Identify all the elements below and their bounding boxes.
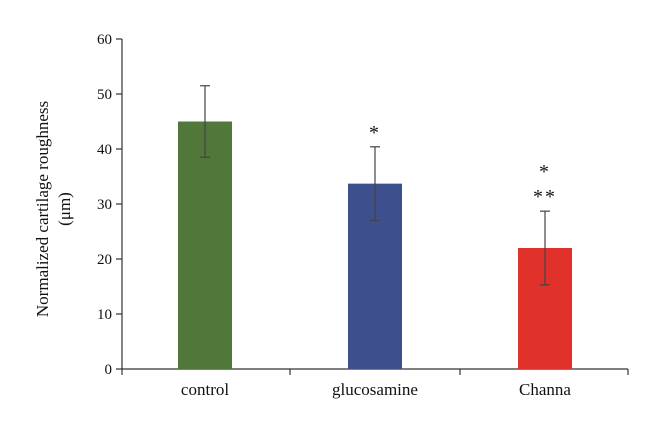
y-axis-title: Normalized cartilage roughness (μm) xyxy=(33,101,74,317)
y-tick-label: 40 xyxy=(97,142,112,158)
y-tick-label: 20 xyxy=(97,252,112,268)
y-tick-label: 50 xyxy=(97,87,112,103)
category-label: Channa xyxy=(519,380,571,399)
category-label: control xyxy=(181,380,229,399)
y-tick-label: 10 xyxy=(97,307,112,323)
bar-control xyxy=(178,121,232,369)
significance-marker: * xyxy=(369,122,381,144)
y-axis-title-line1: Normalized cartilage roughness xyxy=(33,101,52,317)
category-label: glucosamine xyxy=(332,380,418,399)
significance-marker: * xyxy=(539,161,551,183)
y-tick-label: 60 xyxy=(97,32,112,48)
y-tick-label: 30 xyxy=(97,197,112,213)
significance-marker: ** xyxy=(533,186,557,208)
y-axis-title-line2: (μm) xyxy=(55,192,74,226)
bars xyxy=(178,85,572,369)
y-tick-label: 0 xyxy=(105,362,113,378)
